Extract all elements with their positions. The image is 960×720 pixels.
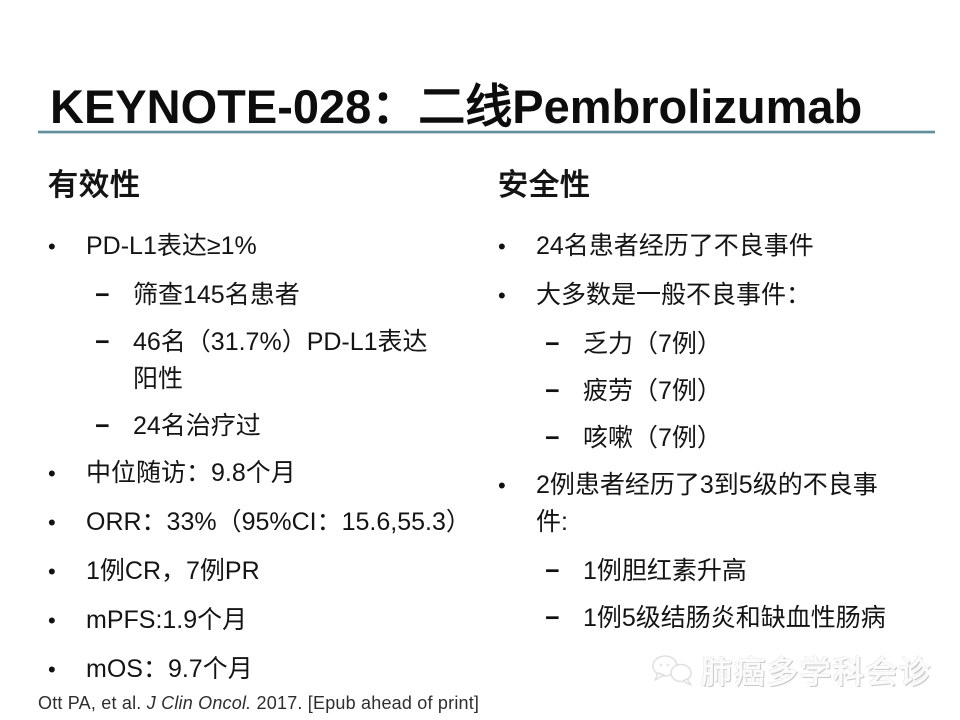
dash-icon: − xyxy=(545,557,560,585)
citation: Ott PA, et al. J Clin Oncol. 2017. [Epub… xyxy=(38,693,479,714)
list-item-text: 筛查145名患者 xyxy=(133,281,300,309)
bullet-icon: • xyxy=(48,657,56,682)
list-item-text: 疲劳（7例） xyxy=(583,377,722,405)
list-item: • mPFS:1.9个月 xyxy=(48,602,503,639)
safety-column: 安全性 • 24名患者经历了不良事件 • 大多数是一般不良事件： − 乏力（7例… xyxy=(498,160,950,647)
list-item: − 24名治疗过 xyxy=(95,408,503,445)
watermark: 肺癌多学科会诊 xyxy=(651,647,932,692)
citation-journal: J Clin Oncol. xyxy=(146,693,252,713)
bullet-icon: • xyxy=(498,473,506,498)
list-item: − 46名（31.7%）PD-L1表达阳性 xyxy=(95,324,503,398)
list-item-text: ORR：33%（95%CI：15.6,55.3） xyxy=(86,508,471,536)
list-item: − 1例5级结肠炎和缺血性肠病 xyxy=(545,600,950,637)
efficacy-column: 有效性 • PD-L1表达≥1% − 筛查145名患者 − 46名（31.7%）… xyxy=(48,160,503,700)
dash-icon: − xyxy=(545,330,560,358)
chat-bubbles-icon xyxy=(652,654,692,686)
list-item-text: 24名患者经历了不良事件 xyxy=(536,232,814,260)
bullet-icon: • xyxy=(48,234,56,259)
dash-icon: − xyxy=(545,424,560,452)
list-item: • 1例CR，7例PR xyxy=(48,553,503,590)
dash-icon: − xyxy=(545,377,560,405)
list-item-text: mPFS:1.9个月 xyxy=(86,606,248,634)
list-item-text: 1例胆红素升高 xyxy=(583,557,747,585)
list-item-text: 中位随访：9.8个月 xyxy=(86,459,296,487)
list-item-text: 2例患者经历了3到5级的不良事件: xyxy=(536,471,878,536)
slide-title: KEYNOTE-028：二线Pembrolizumab xyxy=(50,80,863,134)
list-item: • ORR：33%（95%CI：15.6,55.3） xyxy=(48,504,503,541)
list-item-text: 咳嗽（7例） xyxy=(583,424,722,452)
title-divider xyxy=(38,131,935,133)
list-item-text: PD-L1表达≥1% xyxy=(86,232,257,260)
list-item: • 中位随访：9.8个月 xyxy=(48,455,503,492)
list-item: − 咳嗽（7例） xyxy=(545,420,950,457)
list-item-text: 46名（31.7%）PD-L1表达阳性 xyxy=(133,328,428,393)
citation-authors: Ott PA, et al. xyxy=(38,693,147,713)
bullet-icon: • xyxy=(48,510,56,535)
list-item: • PD-L1表达≥1% xyxy=(48,228,503,265)
watermark-text: 肺癌多学科会诊 xyxy=(701,655,932,690)
citation-year: 2017. [Epub ahead of print] xyxy=(251,693,480,713)
bullet-icon: • xyxy=(48,608,56,633)
list-item: • 大多数是一般不良事件： xyxy=(498,277,950,314)
list-item: − 乏力（7例） xyxy=(545,326,950,363)
safety-heading: 安全性 xyxy=(498,169,591,202)
bullet-icon: • xyxy=(48,559,56,584)
dash-icon: − xyxy=(95,281,110,309)
bullet-icon: • xyxy=(48,461,56,486)
list-item-text: 大多数是一般不良事件： xyxy=(536,281,812,309)
list-item-text: 24名治疗过 xyxy=(133,412,261,440)
list-item-text: mOS：9.7个月 xyxy=(86,655,253,683)
list-item-text: 1例5级结肠炎和缺血性肠病 xyxy=(583,604,886,632)
list-item: • 2例患者经历了3到5级的不良事件: xyxy=(498,467,950,541)
list-item: − 筛查145名患者 xyxy=(95,277,503,314)
bullet-icon: • xyxy=(498,234,506,259)
bullet-icon: • xyxy=(498,283,506,308)
list-item: • mOS：9.7个月 xyxy=(48,651,503,688)
list-item: • 24名患者经历了不良事件 xyxy=(498,228,950,265)
list-item-text: 乏力（7例） xyxy=(583,330,722,358)
list-item: − 1例胆红素升高 xyxy=(545,553,950,590)
dash-icon: − xyxy=(545,604,560,632)
list-item-text: 1例CR，7例PR xyxy=(86,557,260,585)
dash-icon: − xyxy=(95,412,110,440)
efficacy-heading: 有效性 xyxy=(48,169,141,202)
list-item: − 疲劳（7例） xyxy=(545,373,950,410)
dash-icon: − xyxy=(95,328,110,356)
